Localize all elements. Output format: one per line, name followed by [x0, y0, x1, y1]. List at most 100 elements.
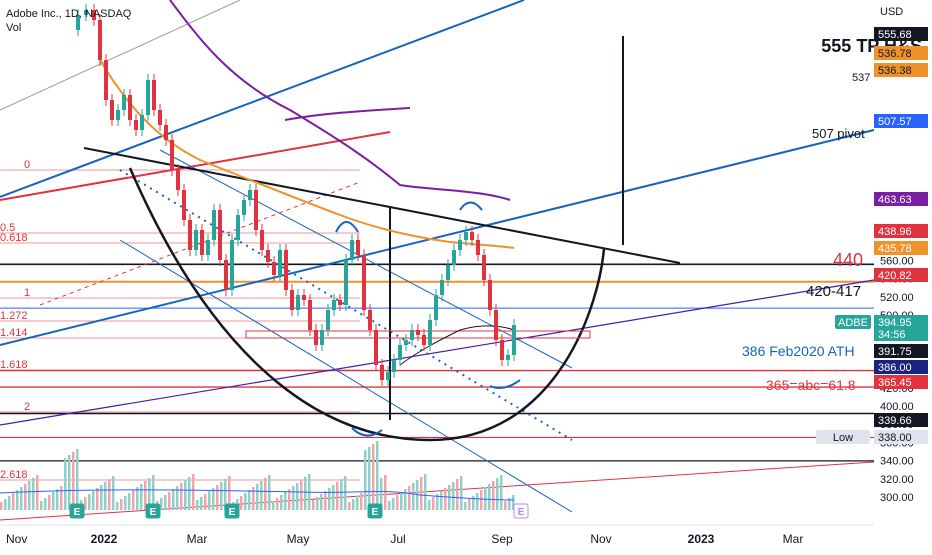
volume-bar: [296, 483, 299, 510]
volume-bar: [272, 501, 275, 510]
candle: [164, 125, 168, 140]
earnings-marker-label: E: [74, 507, 81, 518]
volume-bar: [480, 490, 483, 510]
candle: [380, 365, 384, 380]
candle: [362, 255, 366, 310]
candle: [464, 232, 468, 240]
candle: [254, 190, 258, 230]
volume-bar: [108, 479, 111, 510]
volume-bar: [128, 493, 131, 510]
fib-label: 2.618: [0, 469, 28, 481]
volume-bar: [212, 488, 215, 510]
candle: [512, 325, 516, 355]
volume-bar: [28, 481, 31, 510]
arc-marker: [351, 427, 383, 437]
price-badge: [874, 344, 928, 358]
volume-bar: [284, 492, 287, 510]
price-badge-label: 386.00: [878, 362, 912, 374]
candle: [416, 330, 420, 335]
volume-bar: [208, 491, 211, 510]
symbol-badge-label: ADBE: [838, 317, 868, 329]
volume-bar: [364, 450, 367, 510]
cup-curve: [128, 167, 606, 442]
y-tick-label: 560.00: [880, 255, 914, 267]
arc-marker: [489, 379, 521, 389]
price-badge: [874, 46, 928, 60]
volume-bar: [188, 477, 191, 510]
volume-bar: [60, 486, 63, 510]
y-tick-label: 320.00: [880, 474, 914, 486]
candle: [200, 230, 204, 255]
earnings-marker-label: E: [518, 507, 525, 518]
volume-bar: [224, 479, 227, 510]
volume-bar: [152, 475, 155, 510]
candle: [296, 295, 300, 310]
earnings-marker: [69, 503, 85, 519]
volume-bar: [252, 487, 255, 510]
volume-bar: [72, 452, 75, 510]
chart-header: Adobe Inc., 1D, NASDAQ Vol: [6, 7, 131, 35]
price-badge-label: 555.68: [878, 29, 912, 41]
candle: [368, 310, 372, 330]
volume-bar: [340, 479, 343, 510]
earnings-marker: [224, 503, 240, 519]
earnings-marker: [513, 503, 529, 519]
y-tick-label: 340.00: [880, 456, 914, 468]
candle: [386, 372, 390, 380]
candle: [398, 345, 402, 360]
volume-bar: [120, 499, 123, 510]
volume-bar: [300, 480, 303, 510]
price-badge-label: 507.57: [878, 116, 912, 128]
trend-line-main: [0, 129, 875, 346]
volume-bar: [92, 491, 95, 510]
volume-bar: [44, 498, 47, 510]
candle: [326, 310, 330, 330]
candle: [236, 215, 240, 240]
volume-bar: [372, 444, 375, 510]
candle: [320, 330, 324, 345]
volume-bar: [476, 493, 479, 510]
volume-bar: [360, 493, 363, 510]
channel-line-lower: [119, 239, 573, 513]
candle: [182, 190, 186, 220]
chart-annotation: 365=abc=61.8: [766, 377, 856, 393]
volume-bar: [184, 480, 187, 510]
volume-bar: [384, 475, 387, 510]
candle: [260, 230, 264, 250]
volume-bar: [200, 497, 203, 510]
volume-bar: [292, 486, 295, 510]
volume-bar: [456, 479, 459, 510]
fib-label: 1.272: [0, 310, 28, 322]
volume-bar: [424, 474, 427, 510]
volume-bar: [392, 498, 395, 510]
volume-bar: [196, 500, 199, 510]
candle: [374, 330, 378, 365]
price-badge: [874, 315, 928, 329]
volume-bar: [176, 486, 179, 510]
candle: [488, 280, 492, 310]
price-badge-label: 463.63: [878, 194, 912, 206]
trend-line-red: [0, 131, 391, 201]
candle: [356, 240, 360, 255]
price-badge-label: 438.96: [878, 226, 912, 238]
neckline: [83, 147, 681, 264]
volume-bar: [76, 449, 79, 510]
y-tick-label: 300.00: [880, 492, 914, 504]
fib-label: 0.5: [0, 222, 15, 234]
volume-bar: [288, 489, 291, 510]
earnings-marker: [145, 503, 161, 519]
candle: [410, 330, 414, 340]
price-badge-label: 420.82: [878, 270, 912, 282]
candle: [98, 20, 102, 60]
candle: [284, 250, 288, 290]
candle: [194, 230, 198, 250]
volume-bar: [16, 490, 19, 510]
volume-bar: [276, 498, 279, 510]
volume-bar: [500, 475, 503, 510]
currency-label: USD: [880, 6, 903, 18]
candle: [482, 255, 486, 280]
candle: [212, 210, 216, 240]
trend-line-bottom: [0, 461, 875, 521]
